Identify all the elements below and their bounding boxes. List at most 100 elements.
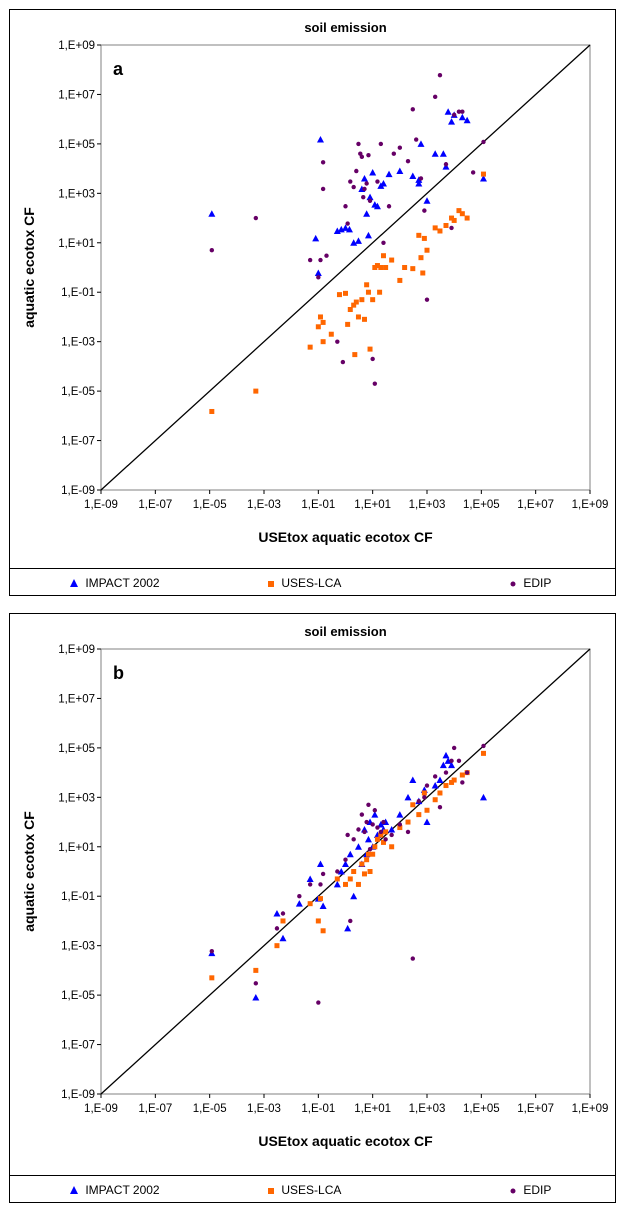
data-point (307, 344, 313, 350)
data-point (316, 1000, 321, 1005)
data-point (209, 248, 215, 253)
data-point (389, 844, 395, 850)
data-point (345, 225, 353, 233)
data-point (273, 910, 281, 917)
data-point (415, 176, 423, 183)
data-point (307, 901, 313, 907)
legend-label: IMPACT 2002 (85, 1183, 160, 1197)
data-point (443, 783, 449, 789)
data-point (372, 808, 378, 813)
triangle-marker-icon (70, 579, 78, 587)
data-point (356, 141, 361, 147)
data-point (449, 758, 454, 764)
data-point (370, 822, 375, 827)
data-point (458, 113, 466, 121)
data-point (451, 217, 457, 223)
data-point (328, 331, 334, 337)
data-point (372, 844, 378, 850)
data-point (480, 750, 486, 756)
data-point (391, 151, 397, 156)
data-point (307, 882, 313, 887)
data-point (364, 819, 369, 825)
data-point (405, 158, 411, 164)
data-point (410, 956, 415, 961)
y-tick-label: 1,E+07 (58, 693, 95, 705)
y-tick-label: 1,E-03 (61, 941, 95, 953)
data-point (335, 869, 340, 874)
data-point (312, 234, 320, 242)
data-point (367, 346, 373, 352)
data-point (416, 812, 422, 818)
data-point (343, 204, 348, 209)
data-point (364, 231, 372, 239)
x-tick-label: 1,E+07 (517, 1103, 554, 1115)
reference-line (100, 44, 591, 491)
data-point (379, 179, 387, 187)
data-point (297, 894, 302, 899)
data-point (370, 297, 376, 303)
data-point (209, 975, 215, 981)
data-point (342, 224, 349, 231)
data-point (372, 265, 378, 270)
data-point (354, 843, 362, 850)
data-point (340, 359, 346, 365)
data-point (366, 802, 371, 807)
y-tick-label: 1,E+05 (58, 139, 95, 151)
data-point (420, 270, 426, 276)
data-point (279, 934, 287, 942)
panel-label: a (113, 59, 124, 79)
legend-a: IMPACT 2002 USES-LCA EDIP (10, 568, 615, 595)
data-point (319, 902, 327, 910)
data-point (374, 263, 380, 269)
x-tick-label: 1,E+09 (572, 499, 609, 511)
x-tick-label: 1,E-09 (84, 499, 118, 511)
data-point (318, 882, 323, 887)
data-point (431, 782, 439, 789)
data-point (444, 108, 452, 115)
data-point (361, 194, 366, 200)
data-point (334, 876, 340, 882)
data-point (443, 162, 449, 167)
data-point (413, 137, 419, 142)
data-point (389, 832, 394, 838)
data-point (449, 215, 455, 221)
data-point (342, 860, 349, 868)
x-tick-label: 1,E-05 (193, 1103, 227, 1115)
data-point (415, 179, 423, 187)
data-point (421, 790, 427, 796)
y-tick-label: 1,E+03 (58, 188, 95, 200)
data-point (449, 779, 455, 785)
x-tick-label: 1,E+05 (463, 1103, 500, 1115)
legend-label: EDIP (523, 1183, 552, 1197)
data-point (354, 168, 359, 174)
x-axis-label: USEtox aquatic ecotox CF (258, 1133, 433, 1149)
data-point (410, 107, 415, 112)
y-tick-label: 1,E+09 (58, 644, 95, 656)
data-point (280, 911, 286, 916)
x-tick-label: 1,E-01 (301, 499, 335, 511)
data-point (397, 277, 403, 283)
y-tick-label: 1,E-05 (61, 386, 95, 398)
x-tick-label: 1,E+05 (463, 499, 500, 511)
data-point (320, 871, 326, 877)
data-point (409, 172, 417, 180)
legend-label: IMPACT 2002 (85, 576, 160, 590)
data-point (345, 321, 351, 327)
data-point (209, 408, 215, 414)
data-point (364, 835, 372, 843)
scatter-plot-b: soil emission b 1,E+09 1,E+07 1,E+05 1,E+03 1,… (21, 624, 608, 1149)
legend-item-impact: IMPACT 2002 (70, 1183, 160, 1197)
data-point (375, 825, 380, 830)
data-point (373, 202, 381, 210)
data-point (375, 179, 380, 184)
data-point (481, 139, 486, 145)
chart-panel-b: soil emission b 1,E+09 1,E+07 1,E+05 1,E+03 1,… (9, 613, 616, 1203)
data-point (480, 171, 486, 177)
data-point (432, 225, 438, 231)
data-point (460, 780, 465, 785)
data-point (437, 804, 443, 810)
data-point (383, 829, 389, 835)
data-point (423, 818, 431, 826)
data-point (355, 314, 361, 320)
data-point (320, 319, 326, 325)
